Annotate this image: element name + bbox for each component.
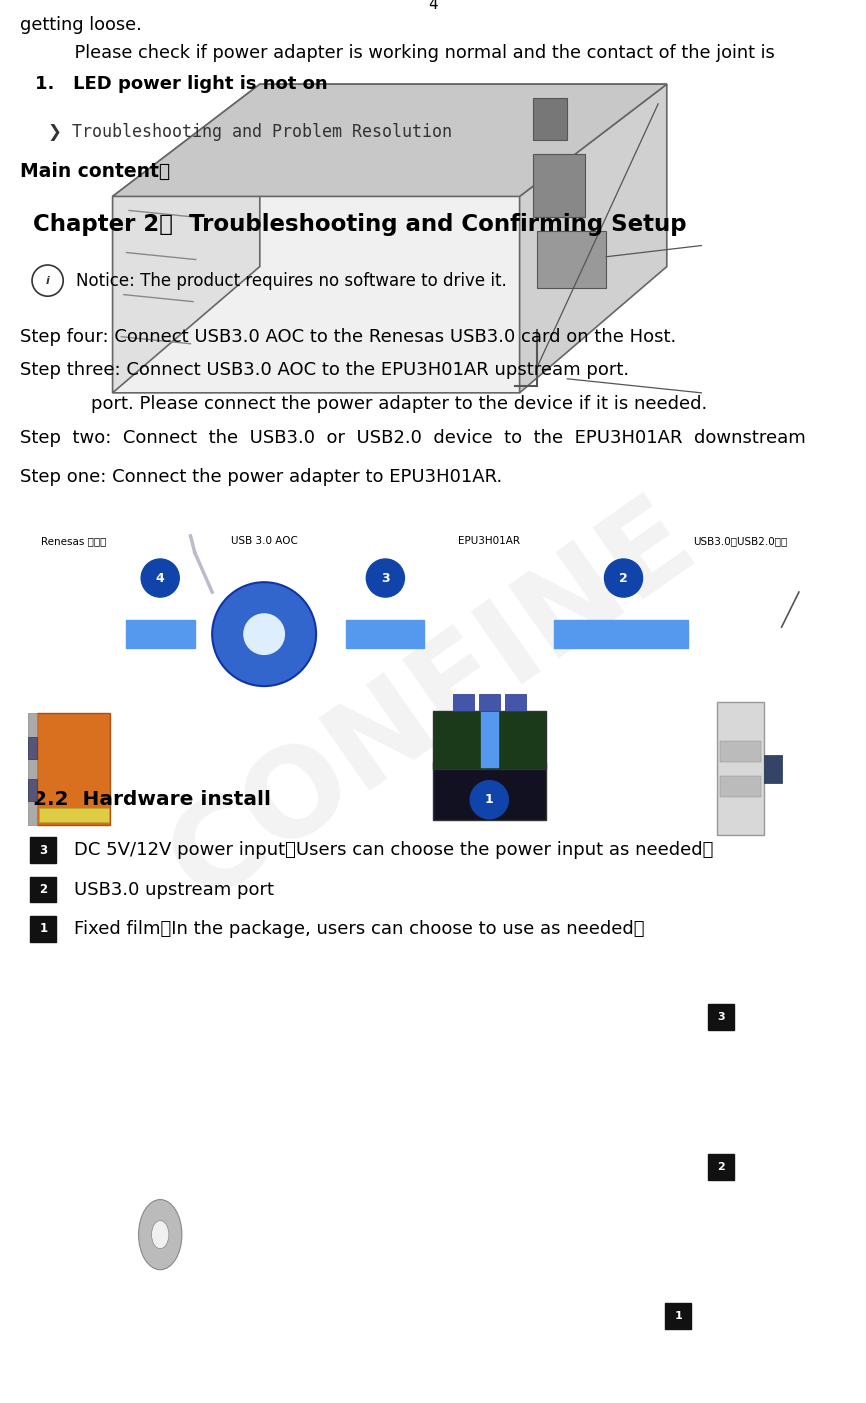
Text: Renesas 主控卡: Renesas 主控卡 bbox=[41, 536, 107, 546]
FancyBboxPatch shape bbox=[30, 838, 56, 863]
Text: Step  two:  Connect  the  USB3.0  or  USB2.0  device  to  the  EPU3H01AR  downst: Step two: Connect the USB3.0 or USB2.0 d… bbox=[20, 429, 805, 446]
Circle shape bbox=[139, 1200, 182, 1270]
Text: CONFINE: CONFINE bbox=[149, 478, 717, 925]
FancyBboxPatch shape bbox=[721, 776, 761, 797]
FancyBboxPatch shape bbox=[36, 713, 111, 825]
FancyBboxPatch shape bbox=[28, 737, 36, 759]
Text: 3: 3 bbox=[718, 1012, 725, 1023]
Ellipse shape bbox=[212, 582, 316, 686]
Text: 1.   LED power light is not on: 1. LED power light is not on bbox=[35, 76, 327, 93]
Text: USB 3.0 AOC: USB 3.0 AOC bbox=[230, 536, 298, 546]
FancyBboxPatch shape bbox=[346, 620, 424, 648]
Text: Chapter 2：  Troubleshooting and Confirming Setup: Chapter 2： Troubleshooting and Confirmin… bbox=[33, 213, 687, 236]
FancyBboxPatch shape bbox=[505, 694, 526, 711]
Polygon shape bbox=[520, 84, 667, 393]
Text: 1: 1 bbox=[485, 793, 494, 807]
FancyBboxPatch shape bbox=[28, 779, 36, 801]
FancyBboxPatch shape bbox=[665, 1303, 691, 1329]
Text: ❯: ❯ bbox=[48, 123, 61, 140]
Text: Step three: Connect USB3.0 AOC to the EPU3H01AR upstream port.: Step three: Connect USB3.0 AOC to the EP… bbox=[20, 362, 629, 379]
FancyBboxPatch shape bbox=[30, 877, 56, 902]
Text: Main content：: Main content： bbox=[20, 161, 170, 181]
Text: Please check if power adapter is working normal and the contact of the joint is: Please check if power adapter is working… bbox=[52, 45, 775, 62]
Text: Step one: Connect the power adapter to EPU3H01AR.: Step one: Connect the power adapter to E… bbox=[20, 469, 502, 485]
FancyBboxPatch shape bbox=[554, 620, 688, 648]
Text: 2: 2 bbox=[718, 1162, 725, 1173]
Ellipse shape bbox=[366, 558, 404, 598]
FancyBboxPatch shape bbox=[126, 620, 195, 648]
Text: Fixed film（In the package, users can choose to use as needed）: Fixed film（In the package, users can cho… bbox=[74, 920, 644, 937]
Text: Troubleshooting and Problem Resolution: Troubleshooting and Problem Resolution bbox=[72, 123, 452, 140]
Ellipse shape bbox=[604, 558, 643, 598]
FancyBboxPatch shape bbox=[764, 755, 781, 783]
Text: port. Please connect the power adapter to the device if it is needed.: port. Please connect the power adapter t… bbox=[91, 396, 708, 412]
Text: 3: 3 bbox=[39, 843, 48, 857]
FancyBboxPatch shape bbox=[433, 711, 546, 769]
Text: 1: 1 bbox=[675, 1310, 682, 1322]
FancyBboxPatch shape bbox=[717, 703, 764, 836]
Ellipse shape bbox=[32, 265, 63, 296]
Circle shape bbox=[152, 1221, 169, 1249]
FancyBboxPatch shape bbox=[30, 916, 56, 941]
Ellipse shape bbox=[470, 780, 508, 819]
Text: 2: 2 bbox=[39, 882, 48, 897]
Text: Notice: The product requires no software to drive it.: Notice: The product requires no software… bbox=[76, 272, 507, 289]
Text: USB3.0 upstream port: USB3.0 upstream port bbox=[74, 881, 274, 898]
Text: i: i bbox=[46, 275, 49, 286]
FancyBboxPatch shape bbox=[708, 1155, 734, 1180]
Ellipse shape bbox=[242, 613, 286, 655]
Text: USB3.0或USB2.0设备: USB3.0或USB2.0设备 bbox=[694, 536, 787, 546]
FancyBboxPatch shape bbox=[533, 154, 585, 217]
Polygon shape bbox=[113, 84, 667, 393]
FancyBboxPatch shape bbox=[453, 694, 474, 711]
FancyBboxPatch shape bbox=[28, 713, 36, 825]
Text: 2: 2 bbox=[619, 571, 628, 585]
Text: Step four: Connect USB3.0 AOC to the Renesas USB3.0 card on the Host.: Step four: Connect USB3.0 AOC to the Ren… bbox=[20, 328, 676, 345]
FancyBboxPatch shape bbox=[433, 762, 546, 819]
FancyBboxPatch shape bbox=[533, 98, 567, 140]
Ellipse shape bbox=[141, 558, 179, 598]
FancyBboxPatch shape bbox=[721, 741, 761, 762]
Text: EPU3H01AR: EPU3H01AR bbox=[458, 536, 520, 546]
Text: 4: 4 bbox=[156, 571, 165, 585]
FancyBboxPatch shape bbox=[537, 231, 606, 288]
FancyBboxPatch shape bbox=[708, 1005, 734, 1030]
Text: 4: 4 bbox=[428, 0, 438, 11]
Text: getting loose.: getting loose. bbox=[20, 17, 142, 34]
Polygon shape bbox=[113, 84, 667, 196]
Polygon shape bbox=[113, 84, 260, 393]
FancyBboxPatch shape bbox=[481, 697, 498, 767]
Text: 2.2  Hardware install: 2.2 Hardware install bbox=[33, 790, 271, 810]
Text: 1: 1 bbox=[39, 922, 48, 936]
FancyBboxPatch shape bbox=[479, 694, 500, 711]
Text: DC 5V/12V power input（Users can choose the power input as needed）: DC 5V/12V power input（Users can choose t… bbox=[74, 842, 713, 859]
FancyBboxPatch shape bbox=[39, 808, 109, 822]
Text: 3: 3 bbox=[381, 571, 390, 585]
